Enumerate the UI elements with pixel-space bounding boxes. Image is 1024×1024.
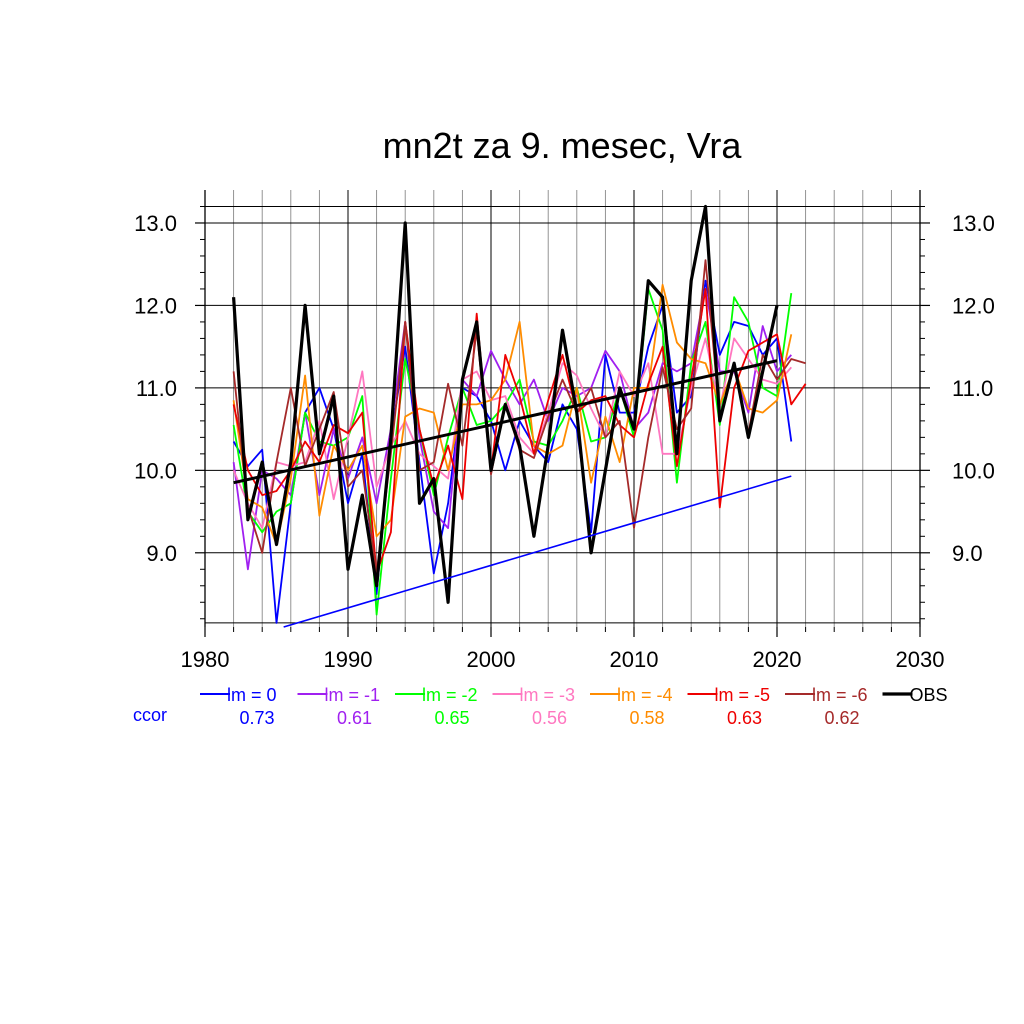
- legend: lm = 0 0.73 lm = -1 0.61 lm = -2 0.65 lm = -3 0…: [133, 685, 948, 728]
- axes: [204, 190, 921, 627]
- x-tick-label: 2010: [610, 647, 659, 672]
- legend-ccor-value: 0.62: [824, 708, 859, 728]
- series-line: [232, 204, 779, 604]
- trend-line: [283, 475, 792, 628]
- series-line: [232, 287, 807, 575]
- legend-ccor-value: 0.73: [239, 708, 274, 728]
- x-tick-label: 2030: [896, 647, 945, 672]
- x-tick-label: 2020: [753, 647, 802, 672]
- tick-marks: [195, 205, 930, 637]
- trend-line: [233, 359, 778, 485]
- legend-ccor-value: 0.61: [337, 708, 372, 728]
- y-tick-label-left: 11.0: [136, 376, 177, 401]
- legend-label: lm = -1: [325, 685, 381, 705]
- y-tick-label-left: 12.0: [134, 293, 177, 318]
- y-tick-label-right: 10.0: [952, 458, 995, 483]
- legend-label: lm = -5: [715, 685, 771, 705]
- legend-ccor-value: 0.56: [532, 708, 567, 728]
- series-line: [232, 287, 793, 616]
- y-tick-label-right: 13.0: [952, 211, 995, 236]
- y-tick-label-left: 9.0: [146, 541, 177, 566]
- x-tick-label: 2000: [467, 647, 516, 672]
- legend-label: lm = 0: [227, 685, 277, 705]
- plot-area: [232, 204, 807, 628]
- tick-labels: 1980 1990 2000 2010 2020 2030 9.0 9.0 10.0 10.0 11…: [134, 211, 995, 672]
- legend-ccor-value: 0.63: [727, 708, 762, 728]
- series-line: [232, 337, 792, 529]
- y-tick-label-left: 10.0: [134, 458, 177, 483]
- series-line: [232, 283, 793, 546]
- legend-label: lm = -2: [422, 685, 478, 705]
- y-tick-label-left: 13.0: [134, 211, 177, 236]
- y-tick-label-right: 11.0: [952, 376, 993, 401]
- x-tick-label: 1990: [324, 647, 373, 672]
- legend-label: lm = -6: [812, 685, 868, 705]
- legend-label: lm = -3: [520, 685, 576, 705]
- y-tick-label-right: 12.0: [952, 293, 995, 318]
- legend-label: OBS: [910, 685, 948, 705]
- ccor-label: ccor: [133, 705, 167, 725]
- chart-title: mn2t za 9. mesec, Vra: [383, 125, 743, 166]
- legend-ccor-value: 0.58: [629, 708, 664, 728]
- y-tick-label-right: 9.0: [952, 541, 983, 566]
- legend-ccor-value: 0.65: [434, 708, 469, 728]
- x-tick-label: 1980: [181, 647, 230, 672]
- legend-label: lm = -4: [617, 685, 673, 705]
